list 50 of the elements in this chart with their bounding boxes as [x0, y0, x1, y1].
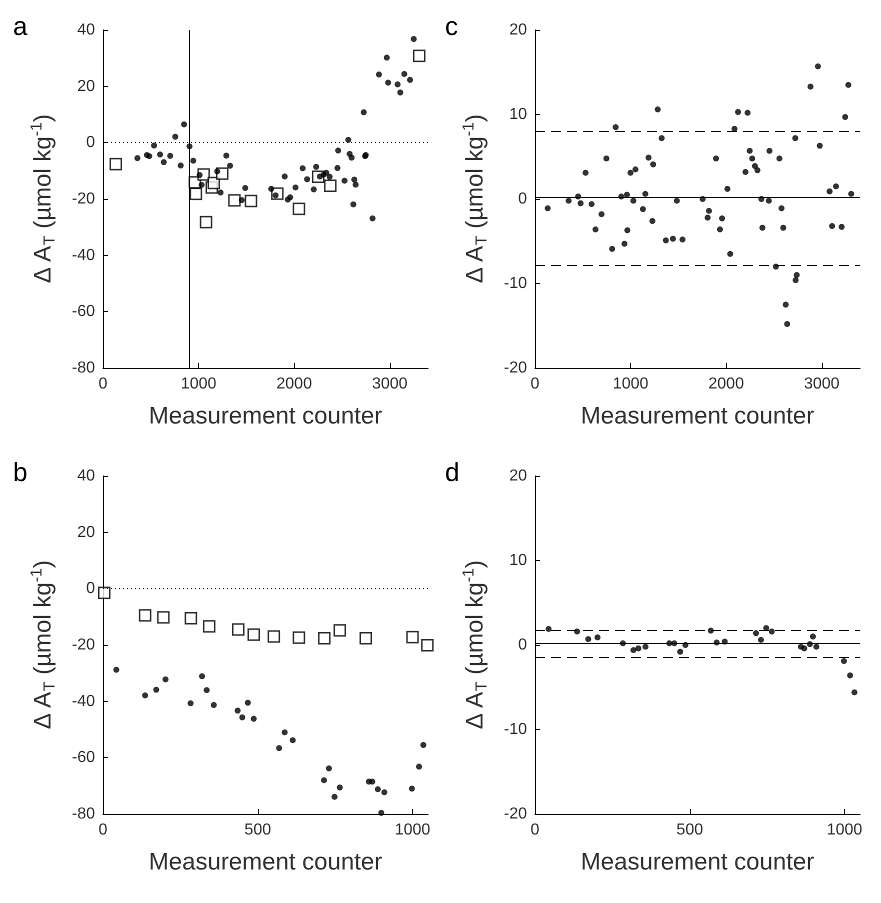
x-axis-title: Measurement counter	[148, 402, 382, 430]
chart-title: a	[13, 11, 28, 41]
y-tick-label: 10	[509, 552, 528, 569]
y-tick-label: -10	[504, 275, 528, 292]
y-tick-label: -20	[72, 190, 96, 208]
y-tick-label: -60	[72, 749, 96, 766]
x-tick-label: 1000	[612, 376, 648, 392]
x-tick-label: 0	[530, 822, 540, 838]
y-tick-label: 0	[86, 580, 96, 598]
y-axis-title: Δ AT (µmol kg-1)	[28, 560, 58, 730]
y-tick-label: 20	[509, 22, 528, 38]
y-tick-label: -20	[72, 636, 96, 654]
x-tick-label: 1000	[394, 822, 430, 838]
y-tick-label: 20	[509, 468, 528, 484]
y-tick-label: 0	[518, 190, 528, 208]
y-tick-label: -60	[72, 303, 96, 320]
x-axis-title: Measurement counter	[580, 402, 814, 430]
x-tick-label: 1000	[180, 376, 216, 392]
y-tick-label: 10	[509, 106, 528, 123]
y-tick-label: -80	[72, 806, 96, 822]
y-tick-label: -10	[504, 721, 528, 738]
x-axis-title: Measurement counter	[148, 848, 382, 876]
x-tick-label: 500	[676, 822, 704, 838]
chart-title: c	[445, 11, 458, 41]
y-axis-title: Δ AT (µmol kg-1)	[460, 560, 490, 730]
y-tick-label: 40	[77, 468, 96, 484]
y-tick-label: 20	[77, 78, 96, 95]
y-tick-label: 0	[518, 636, 528, 654]
y-axis-title: Δ AT (µmol kg-1)	[460, 114, 490, 284]
y-tick-label: -20	[504, 360, 528, 376]
y-tick-label: -40	[72, 692, 96, 710]
x-tick-label: 0	[530, 376, 540, 392]
y-tick-label: -20	[504, 806, 528, 822]
y-tick-label: -40	[72, 246, 96, 264]
y-tick-label: 0	[86, 134, 96, 152]
x-tick-label: 3000	[804, 376, 840, 392]
x-tick-label: 3000	[372, 376, 408, 392]
y-tick-label: 20	[77, 524, 96, 541]
x-tick-label: 2000	[276, 376, 312, 392]
chart-title: b	[13, 457, 28, 487]
x-tick-label: 1000	[826, 822, 862, 838]
y-axis-title: Δ AT (µmol kg-1)	[28, 114, 58, 284]
y-tick-label: 40	[77, 22, 96, 38]
x-tick-label: 2000	[708, 376, 744, 392]
x-tick-label: 500	[244, 822, 272, 838]
chart-title: d	[445, 457, 460, 487]
y-tick-label: -80	[72, 360, 96, 376]
x-tick-label: 0	[98, 376, 108, 392]
x-axis-title: Measurement counter	[580, 848, 814, 876]
x-tick-label: 0	[98, 822, 108, 838]
